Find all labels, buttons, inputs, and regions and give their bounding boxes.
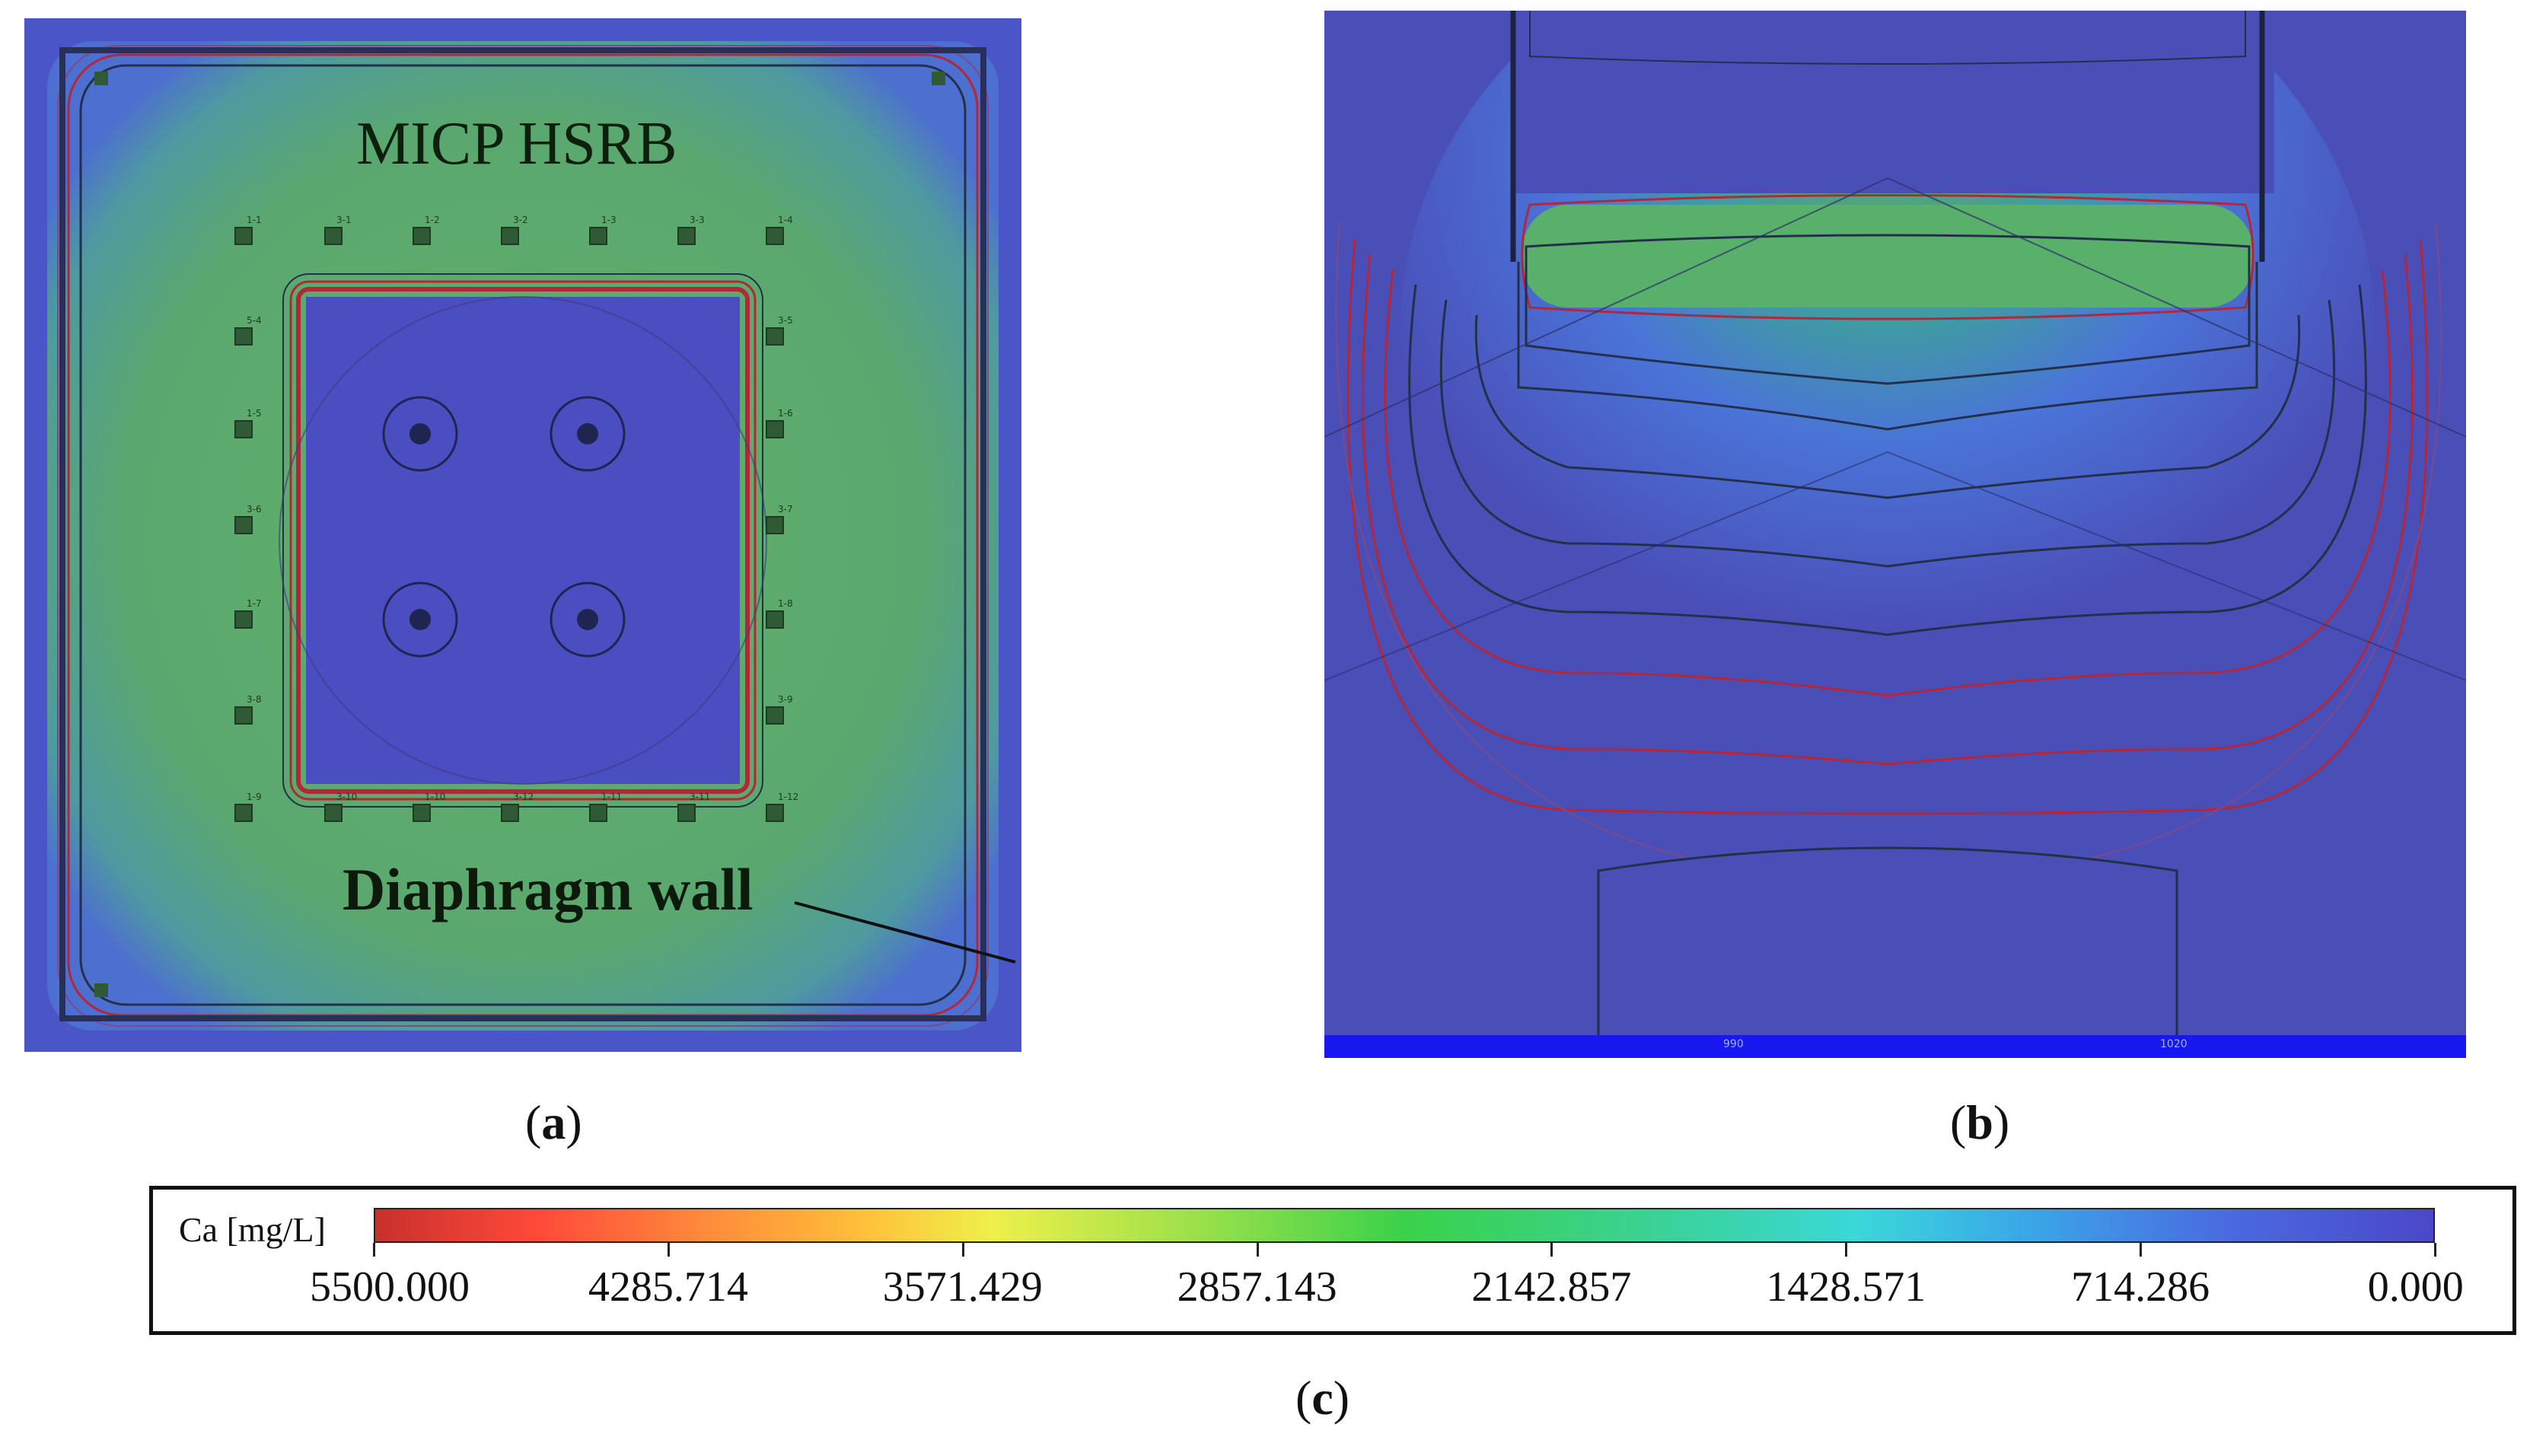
panel-b-contour-map xyxy=(1324,11,2466,1058)
injection-well-marker xyxy=(766,420,784,438)
injection-well-marker xyxy=(413,227,431,245)
color-legend: Ca [mg/L] 5500.000 4285.714 3571.429 2857.1… xyxy=(149,1186,2516,1335)
injection-well-marker xyxy=(234,804,253,822)
axis-tick-1020: 1020 xyxy=(2160,1038,2187,1050)
legend-tick-label: 4285.714 xyxy=(588,1263,748,1311)
injection-well-marker xyxy=(677,227,696,245)
micp-hsrb-label: MICP HSRB xyxy=(356,110,677,179)
injection-well-marker xyxy=(234,610,253,629)
injection-well-marker xyxy=(677,804,696,822)
injection-well-tag: 1-1 xyxy=(247,215,262,225)
upper-box xyxy=(1513,11,2274,193)
injection-well-marker xyxy=(501,804,519,822)
injection-well-tag: 1-12 xyxy=(778,792,798,802)
legend-colorbar xyxy=(374,1208,2435,1243)
injection-well-tag: 1-4 xyxy=(778,215,793,225)
legend-tick-label: 3571.429 xyxy=(883,1263,1043,1311)
legend-tick-label: 2142.857 xyxy=(1471,1263,1631,1311)
panel-b-section-view: 990 1020 xyxy=(1324,11,2466,1058)
legend-tick-mark xyxy=(373,1243,375,1257)
legend-tick-label: 5500.000 xyxy=(310,1263,470,1311)
injection-well-tag: 1-5 xyxy=(247,408,262,419)
injection-well-marker xyxy=(589,804,607,822)
legend-tick-mark xyxy=(1257,1243,1259,1257)
panel-label-c: (c) xyxy=(1295,1370,1349,1426)
injection-well-marker xyxy=(766,706,784,725)
injection-well-tag: 1-9 xyxy=(247,792,262,802)
injection-well-tag: 3-8 xyxy=(247,694,262,705)
injection-well-tag: 1-10 xyxy=(425,792,445,802)
inner-blue-zone xyxy=(306,297,740,784)
panel-label-b: (b) xyxy=(1950,1094,2009,1151)
panel-a-plan-view: 1-1 3-1 1-2 3-2 1-3 3-3 1-4 1-9 3-10 1-10 3-12 1-11… xyxy=(24,18,1021,1052)
injection-well-marker xyxy=(413,804,431,822)
injection-well-marker xyxy=(234,516,253,534)
injection-well-tag: 1-8 xyxy=(778,598,793,609)
injection-well-marker xyxy=(324,804,343,822)
injection-well-tag: 3-10 xyxy=(336,792,357,802)
injection-well-tag: 3-3 xyxy=(690,215,705,225)
diaphragm-wall-label: Diaphragm wall xyxy=(343,855,754,924)
injection-well-tag: 3-1 xyxy=(336,215,352,225)
bottom-axis-bar xyxy=(1324,1035,2466,1058)
legend-tick-label: 2857.143 xyxy=(1177,1263,1337,1311)
legend-tick-mark xyxy=(668,1243,670,1257)
injection-well-marker xyxy=(766,516,784,534)
injection-well-tag: 3-12 xyxy=(513,792,534,802)
legend-tick-label: 1428.571 xyxy=(1766,1263,1926,1311)
injection-well-tag: 5-4 xyxy=(247,315,262,326)
injection-well-marker xyxy=(766,804,784,822)
legend-tick-mark xyxy=(1845,1243,1847,1257)
axis-tick-990: 990 xyxy=(1723,1038,1744,1050)
legend-tick-label: 0.000 xyxy=(2368,1263,2464,1311)
injection-well-marker xyxy=(589,227,607,245)
injection-well-marker xyxy=(766,327,784,346)
injection-well-marker xyxy=(501,227,519,245)
injection-well-tag: 1-7 xyxy=(247,598,262,609)
legend-tick-mark xyxy=(962,1243,964,1257)
injection-well-tag: 3-2 xyxy=(513,215,528,225)
injection-well-tag: 3-7 xyxy=(778,504,793,515)
legend-tick-mark xyxy=(2434,1243,2436,1257)
lower-box xyxy=(1598,848,2177,1046)
injection-well-marker xyxy=(234,420,253,438)
injection-well-marker xyxy=(766,227,784,245)
injection-well-tag: 3-11 xyxy=(690,792,710,802)
injection-well-tag: 1-11 xyxy=(601,792,622,802)
injection-well-marker xyxy=(234,327,253,346)
injection-well-tag: 3-5 xyxy=(778,315,793,326)
legend-tick-label: 714.286 xyxy=(2071,1263,2210,1311)
injection-well-tag: 1-6 xyxy=(778,408,793,419)
injection-well-marker xyxy=(234,706,253,725)
injection-well-marker xyxy=(234,227,253,245)
injection-well-marker xyxy=(766,610,784,629)
panel-label-a: (a) xyxy=(525,1094,582,1151)
injection-well-tag: 3-6 xyxy=(247,504,262,515)
injection-well-tag: 3-9 xyxy=(778,694,793,705)
legend-tick-mark xyxy=(1550,1243,1553,1257)
legend-tick-mark xyxy=(2140,1243,2142,1257)
injection-well-tag: 1-3 xyxy=(601,215,617,225)
injection-well-tag: 1-2 xyxy=(425,215,440,225)
legend-title: Ca [mg/L] xyxy=(179,1209,326,1250)
injection-well-marker xyxy=(324,227,343,245)
